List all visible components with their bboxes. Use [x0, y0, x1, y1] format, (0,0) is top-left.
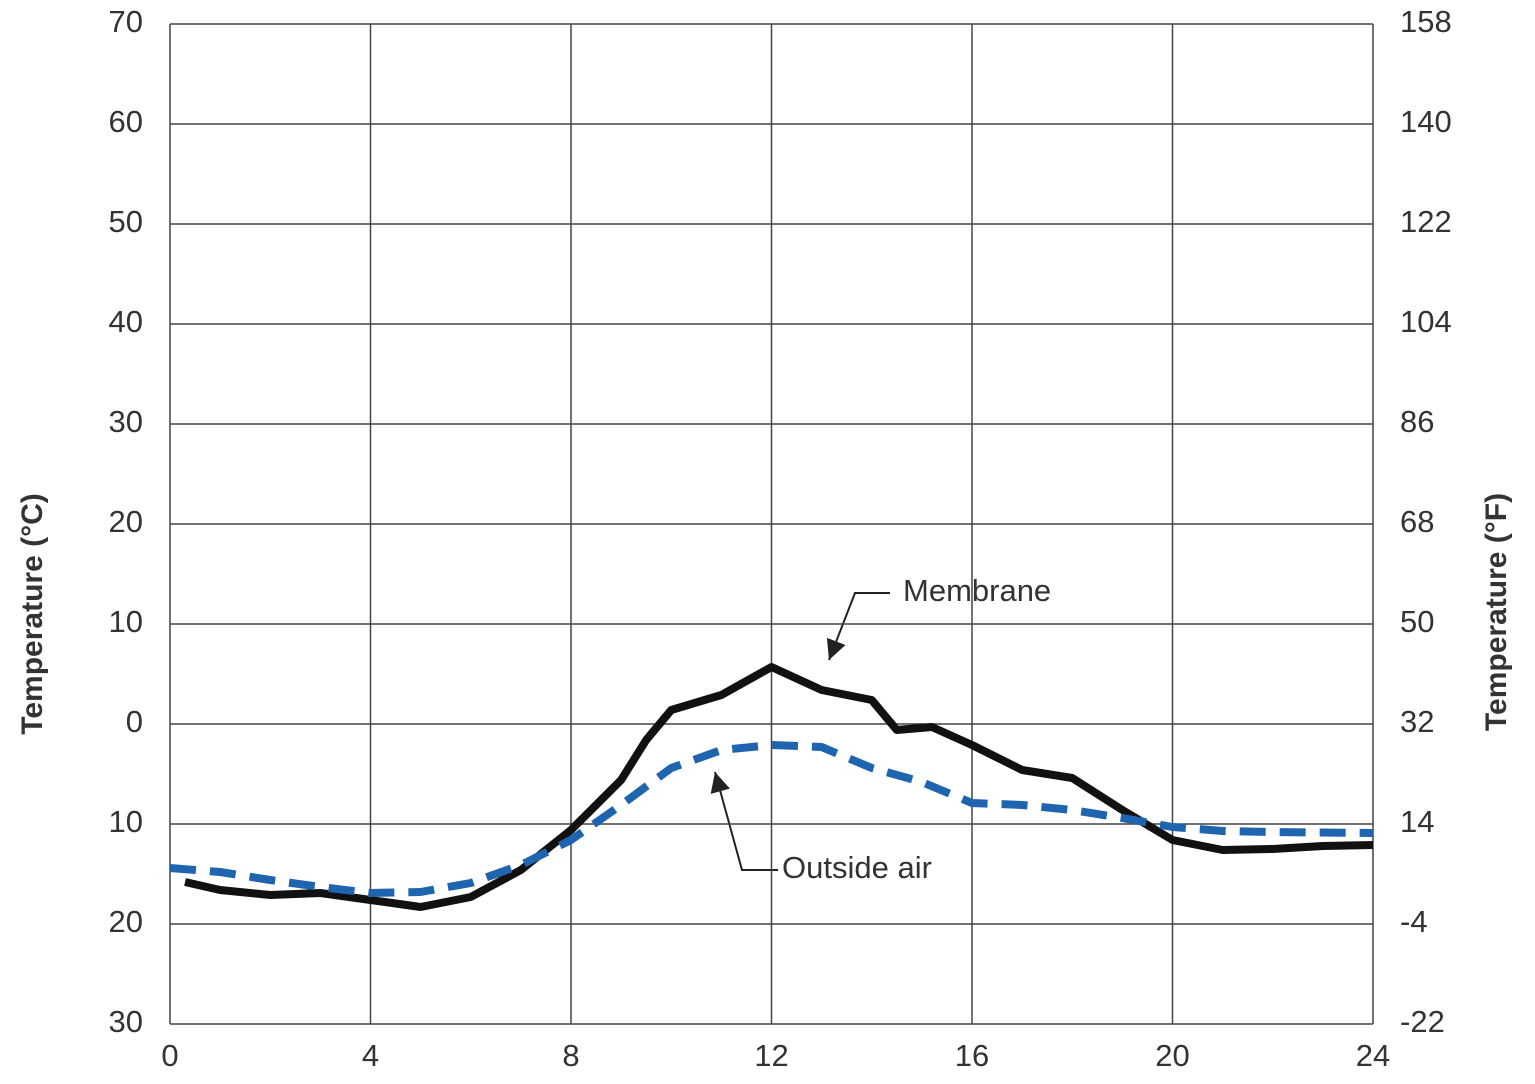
series-line: [169, 741, 1374, 897]
y2-tick-label: 32: [1400, 704, 1434, 739]
annotation-arrow: [710, 771, 778, 871]
y-tick-label: 20: [109, 504, 143, 539]
y-tick-label: 30: [109, 404, 143, 439]
y2-tick-label: 104: [1400, 304, 1452, 339]
y2-tick-label: -4: [1400, 904, 1428, 939]
y2-axis-label: Temperature (°F): [1480, 493, 1513, 731]
x-tick-label: 24: [1356, 1038, 1390, 1073]
y-tick-label: 60: [109, 104, 143, 139]
series-line: [184, 663, 1374, 911]
y-tick-label: 10: [109, 804, 143, 839]
annotation-arrow: [826, 592, 890, 661]
y-tick-label: 50: [109, 204, 143, 239]
annotation: Membrane: [903, 573, 1051, 608]
y2-tick-label: 50: [1400, 604, 1434, 639]
x-tick-label: 20: [1155, 1038, 1189, 1073]
y2-tick-label: 122: [1400, 204, 1452, 239]
y-tick-label: 30: [109, 1004, 143, 1039]
y2-tick-label: -22: [1400, 1004, 1445, 1039]
y-tick-label: 40: [109, 304, 143, 339]
y2-tick-label: 140: [1400, 104, 1452, 139]
y-tick-label: 10: [109, 604, 143, 639]
y2-tick-label: 86: [1400, 404, 1434, 439]
y-tick-label: 70: [109, 4, 143, 39]
y-tick-label: 20: [109, 904, 143, 939]
x-tick-label: 0: [161, 1038, 178, 1073]
x-tick-label: 8: [562, 1038, 579, 1073]
x-tick-label: 4: [362, 1038, 379, 1073]
annotation: Outside air: [782, 850, 932, 885]
y2-tick-label: 158: [1400, 4, 1452, 39]
y2-tick-label: 14: [1400, 804, 1434, 839]
x-tick-label: 16: [955, 1038, 989, 1073]
x-tick-label: 12: [754, 1038, 788, 1073]
y-axis-label: Temperature (°C): [16, 493, 49, 734]
y2-tick-label: 68: [1400, 504, 1434, 539]
y-tick-label: 0: [126, 704, 143, 739]
